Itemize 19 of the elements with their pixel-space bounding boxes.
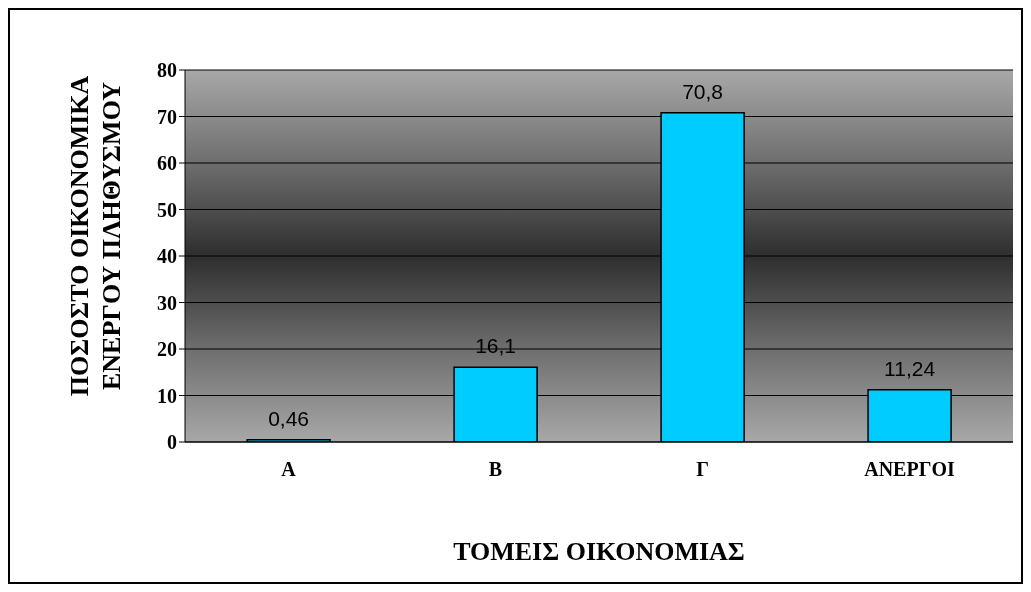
data-label: 0,46 xyxy=(268,406,310,430)
x-tick-label: Α xyxy=(281,458,297,481)
x-tick-label: ΑΝΕΡΓΟΙ xyxy=(864,458,955,481)
y-axis-title: ΠΟΣΟΣΤΟ ΟΙΚΟΝΟΜΙΚΑ ΕΝΕΡΓΟΥ ΠΛΗΘΥΣΜΟΥ xyxy=(65,75,126,397)
x-axis-title: ΤΟΜΕΙΣ ΟΙΚΟΝΟΜΙΑΣ xyxy=(453,537,745,566)
y-tick-label: 30 xyxy=(157,291,177,314)
y-tick-label: 40 xyxy=(157,245,177,268)
y-tick-label: 20 xyxy=(157,338,177,361)
y-tick-label: 10 xyxy=(157,384,177,407)
y-tick-label: 70 xyxy=(157,105,177,128)
data-label: 16,1 xyxy=(475,334,517,358)
x-tick-label: Β xyxy=(488,458,503,481)
y-tick-label: 0 xyxy=(167,431,177,454)
data-label: 11,24 xyxy=(884,356,936,380)
y-tick-label: 60 xyxy=(157,152,177,175)
y-tick-label: 50 xyxy=(157,198,177,221)
x-tick-label: Γ xyxy=(696,458,709,481)
data-label: 70,8 xyxy=(682,79,724,103)
y-tick-label: 80 xyxy=(157,59,177,82)
